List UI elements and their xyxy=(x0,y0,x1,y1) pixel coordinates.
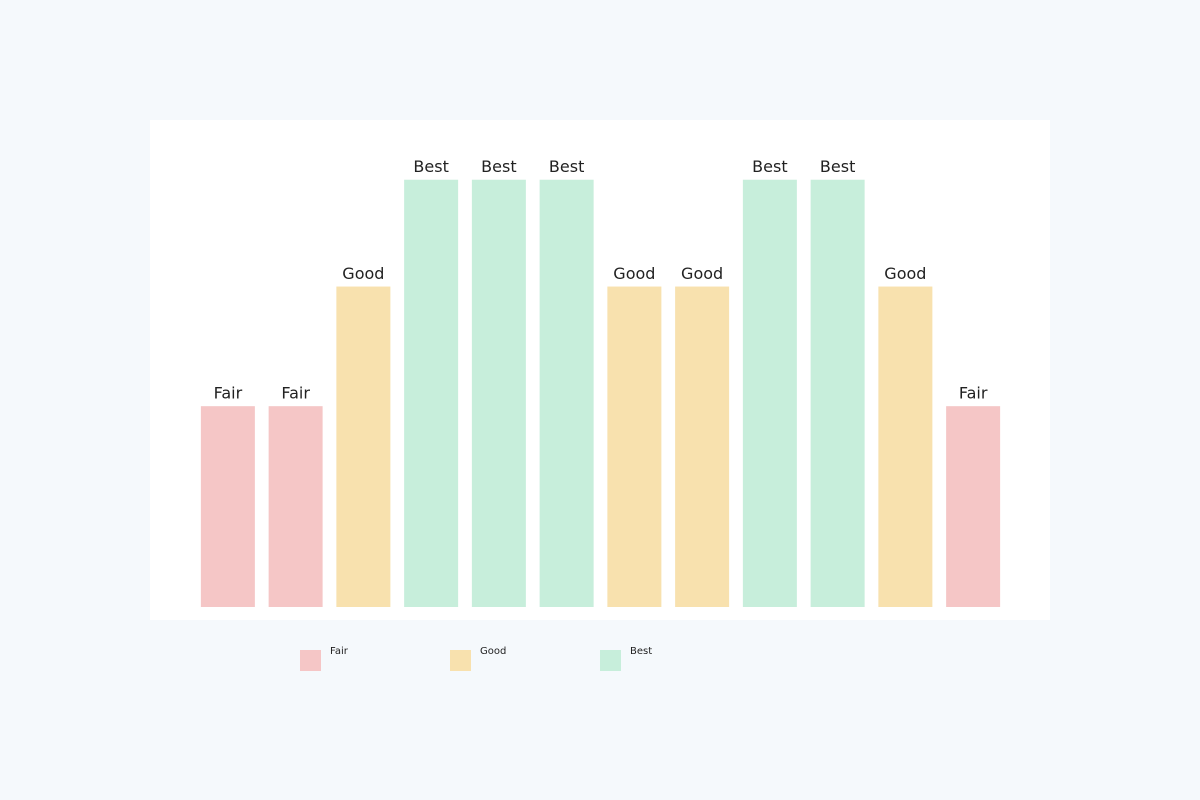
bar-label: Fair xyxy=(281,384,310,403)
bar xyxy=(268,406,323,607)
legend-swatch xyxy=(300,650,321,671)
bar-label: Best xyxy=(549,157,584,176)
bar-label: Best xyxy=(413,157,448,176)
bar-label: Best xyxy=(481,157,516,176)
legend-swatch xyxy=(600,650,621,671)
bar-label: Best xyxy=(752,157,787,176)
bar xyxy=(607,286,662,607)
bar xyxy=(675,286,730,607)
bar-label: Good xyxy=(681,264,723,283)
bar xyxy=(742,179,797,607)
bar-label: Good xyxy=(342,264,384,283)
legend-swatch xyxy=(450,650,471,671)
bar xyxy=(878,286,933,607)
legend-label: Fair xyxy=(330,646,349,657)
bar-label: Good xyxy=(884,264,926,283)
bar-label: Fair xyxy=(214,384,243,403)
bar xyxy=(404,179,459,607)
bar-label: Best xyxy=(820,157,855,176)
legend-label: Best xyxy=(630,646,652,657)
bar-label: Fair xyxy=(959,384,988,403)
bar xyxy=(810,179,865,607)
bar xyxy=(471,179,526,607)
bar xyxy=(946,406,1001,607)
bar xyxy=(539,179,594,607)
bar-label: Good xyxy=(613,264,655,283)
bar xyxy=(200,406,255,607)
bar xyxy=(336,286,391,607)
legend-label: Good xyxy=(480,646,506,657)
